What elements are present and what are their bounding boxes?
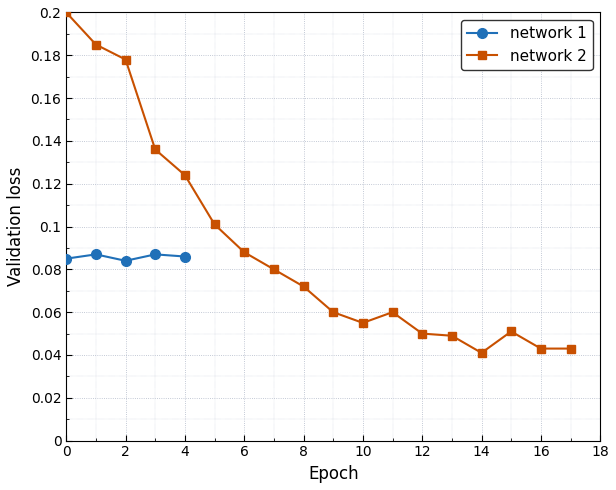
network 2 (508, 328, 515, 334)
network 1 (63, 256, 70, 262)
network 2 (448, 333, 456, 339)
network 2 (537, 345, 545, 351)
Line: network 1: network 1 (62, 249, 190, 266)
network 2 (92, 42, 100, 48)
network 2 (211, 221, 218, 227)
Legend: network 1, network 2: network 1, network 2 (461, 20, 593, 70)
X-axis label: Epoch: Epoch (308, 465, 359, 483)
network 1 (92, 251, 100, 257)
network 1 (152, 251, 159, 257)
network 2 (240, 249, 248, 255)
network 2 (330, 309, 337, 315)
network 2 (270, 267, 278, 272)
network 2 (181, 172, 188, 178)
network 2 (418, 331, 426, 337)
network 2 (122, 57, 129, 63)
network 2 (478, 350, 485, 356)
network 2 (152, 147, 159, 152)
network 2 (359, 320, 367, 326)
Y-axis label: Validation loss: Validation loss (7, 167, 25, 286)
network 2 (567, 345, 574, 351)
network 2 (300, 284, 307, 290)
Line: network 2: network 2 (62, 8, 575, 357)
network 2 (63, 9, 70, 15)
network 2 (389, 309, 396, 315)
network 1 (122, 258, 129, 264)
network 1 (181, 254, 188, 260)
